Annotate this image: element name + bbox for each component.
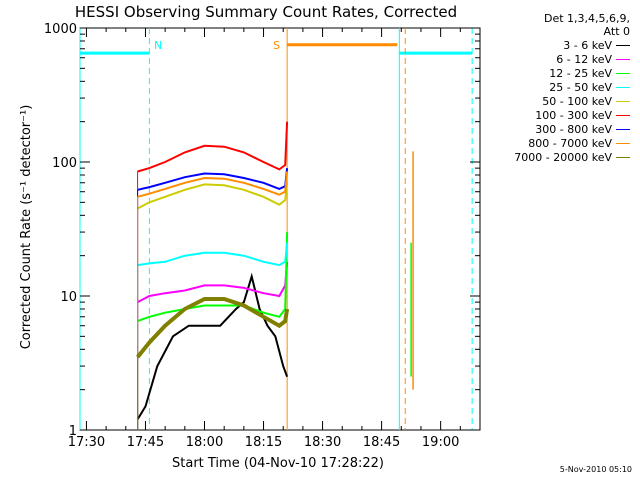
legend-swatch — [616, 72, 630, 74]
y-axis-label: Corrected Count Rate (s⁻¹ detector⁻¹) — [19, 105, 34, 350]
x-tick-label: 19:00 — [422, 435, 459, 450]
legend-swatch — [616, 142, 630, 144]
legend-item-label: 25 - 50 keV — [549, 80, 612, 94]
x-tick-label: 18:30 — [304, 435, 341, 450]
plot-border — [79, 27, 481, 431]
legend-rows: 3 - 6 keV 6 - 12 keV 12 - 25 keV 25 - 50 ke… — [480, 38, 630, 164]
series-line-5 — [137, 121, 289, 173]
legend-item-label: 800 - 7000 keV — [528, 136, 612, 150]
legend-item-label: 300 - 800 keV — [535, 122, 612, 136]
series-line-3 — [137, 242, 289, 267]
series-line-1 — [137, 261, 289, 303]
legend: Det 1,3,4,5,6,9, Att 0 3 - 6 keV 6 - 12 k… — [480, 12, 630, 164]
x-tick-label: 18:45 — [363, 435, 400, 450]
footer-timestamp: 5-Nov-2010 05:10 — [559, 465, 632, 474]
series-line-2 — [137, 232, 289, 323]
legend-item-label: 50 - 100 keV — [542, 94, 612, 108]
y-tick-label: 100 — [52, 156, 77, 171]
y-axis-ticks: 1 10 100 1000 — [44, 22, 480, 439]
flag-label-N: N — [154, 39, 162, 52]
flag-label-S: S — [273, 39, 280, 52]
x-tick-label: 17:45 — [127, 435, 164, 450]
x-axis-label: Start Time (04-Nov-10 17:28:22) — [172, 456, 384, 471]
legend-swatch — [616, 156, 630, 158]
y-tick-label: 1 — [69, 424, 77, 439]
series-line-7 — [137, 171, 289, 198]
chart-title: HESSI Observing Summary Count Rates, Cor… — [75, 3, 457, 21]
y-tick-label: 10 — [60, 290, 77, 305]
legend-swatch — [616, 100, 630, 102]
legend-item-label: 6 - 12 keV — [556, 52, 612, 66]
legend-item-label: 12 - 25 keV — [549, 66, 612, 80]
legend-item: 6 - 12 keV — [480, 52, 630, 66]
series-line-8 — [136, 297, 290, 359]
legend-item: 800 - 7000 keV — [480, 136, 630, 150]
series-line-6 — [137, 167, 289, 191]
legend-header-line-2: Att 0 — [603, 25, 630, 38]
legend-item: 12 - 25 keV — [480, 66, 630, 80]
legend-swatch — [616, 114, 630, 116]
series-line-0 — [136, 272, 289, 420]
legend-item-label: 100 - 300 keV — [535, 108, 612, 122]
legend-swatch — [616, 58, 630, 60]
legend-item: 25 - 50 keV — [480, 80, 630, 94]
legend-item: 100 - 300 keV — [480, 108, 630, 122]
x-tick-label: 18:00 — [186, 435, 223, 450]
series-layer — [136, 121, 290, 430]
legend-item-label: 7000 - 20000 keV — [514, 150, 612, 164]
x-axis-ticks: 17:30 17:45 18:00 18:15 18:30 18:45 19:00 — [68, 28, 461, 450]
series-line-4 — [137, 182, 289, 210]
legend-item: 3 - 6 keV — [480, 38, 630, 52]
legend-item-label: 3 - 6 keV — [563, 38, 612, 52]
legend-item: 300 - 800 keV — [480, 122, 630, 136]
legend-swatch — [616, 128, 630, 130]
x-tick-label: 17:30 — [68, 435, 105, 450]
x-tick-label: 18:15 — [245, 435, 282, 450]
plot-frame — [79, 27, 481, 431]
legend-header-line-1: Det 1,3,4,5,6,9, — [543, 12, 630, 25]
legend-swatch — [616, 86, 630, 88]
legend-item: 50 - 100 keV — [480, 94, 630, 108]
legend-swatch — [616, 44, 630, 46]
y-tick-label: 1000 — [44, 22, 77, 37]
legend-item: 7000 - 20000 keV — [480, 150, 630, 164]
